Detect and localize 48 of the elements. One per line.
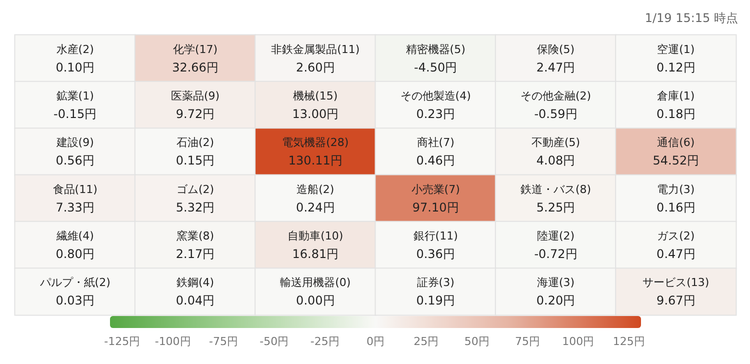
data-label: 鉄鋼(4) 0.04円 <box>176 276 215 308</box>
data-label: 空運(1) 0.12円 <box>656 42 696 74</box>
data-label: 精密機器(5) -4.50円 <box>406 42 466 74</box>
data-label: 鉄道・バス(8) 5.25円 <box>520 182 592 214</box>
data-label: 鉱業(1) -0.15円 <box>54 90 97 121</box>
data-label: 商社(7) 0.46円 <box>416 136 455 168</box>
data-label: 輸送用機器(0) 0.00円 <box>280 276 351 308</box>
data-label: ガス(2) 0.47円 <box>656 230 696 261</box>
data-label: ゴム(2) 5.32円 <box>176 182 215 214</box>
data-label: 建設(9) 0.56円 <box>55 136 94 168</box>
data-label: 電力(3) 0.16円 <box>656 182 696 214</box>
text: 1/19 15:15 時点 <box>644 11 738 25</box>
data-label: パルプ・紙(2) 0.03円 <box>38 276 110 308</box>
data-label: 医薬品(9) 9.72円 <box>170 90 220 121</box>
data-label: サービス(13) 9.67円 <box>642 276 710 308</box>
data-label: 機械(15) 13.00円 <box>292 90 339 121</box>
data-label: 食品(11) 7.33円 <box>52 182 98 214</box>
data-label: 化学(17) 32.66円 <box>172 42 218 74</box>
data-label: 電気機器(28) 130.11円 <box>282 136 349 168</box>
data-label: 小売業(7) 97.10円 <box>411 182 460 214</box>
data-label: 水産(2) 0.10円 <box>56 42 94 74</box>
color-bar-label: 25円 <box>414 335 439 348</box>
color-bar-label: 125円 <box>612 335 645 348</box>
color-bar-label: 100円 <box>562 335 594 348</box>
color-bar-label: 50円 <box>464 335 490 348</box>
data-label: 陸運(2) -0.72円 <box>534 230 578 261</box>
data-label: 倉庫(1) 0.18円 <box>656 90 696 121</box>
color-bar-label: -125円 <box>104 335 140 348</box>
color-bar-label: -50円 <box>260 335 289 348</box>
color-bar-label: 75円 <box>515 335 540 348</box>
data-label: その他金融(2) -0.59円 <box>520 90 592 121</box>
data-label: 不動産(5) 4.08円 <box>531 136 580 168</box>
data-label: 海運(3) 0.20円 <box>536 276 576 308</box>
data-label: 保険(5) 2.47円 <box>536 42 576 74</box>
data-label: 石油(2) 0.15円 <box>176 136 215 168</box>
data-label: 造船(2) 0.24円 <box>296 182 335 214</box>
color-bar-label: 0円 <box>366 335 384 348</box>
data-label: 自動車(10) 16.81円 <box>288 230 344 261</box>
data-label: 繊維(4) 0.80円 <box>55 230 94 261</box>
data-label: 非鉄金属製品(11) 2.60円 <box>271 42 360 74</box>
color-bar-label: -75円 <box>209 335 238 348</box>
color-bar-label: -100円 <box>154 335 191 348</box>
data-label: 通信(6) 54.52円 <box>652 136 700 168</box>
color-bar-label: -25円 <box>310 335 340 348</box>
data-label: 窯業(8) 2.17円 <box>176 230 215 261</box>
data-label: その他製造(4) 0.23円 <box>400 90 471 121</box>
data-label: 証券(3) 0.19円 <box>416 276 455 308</box>
data-label: 銀行(11) 0.36円 <box>413 230 458 261</box>
